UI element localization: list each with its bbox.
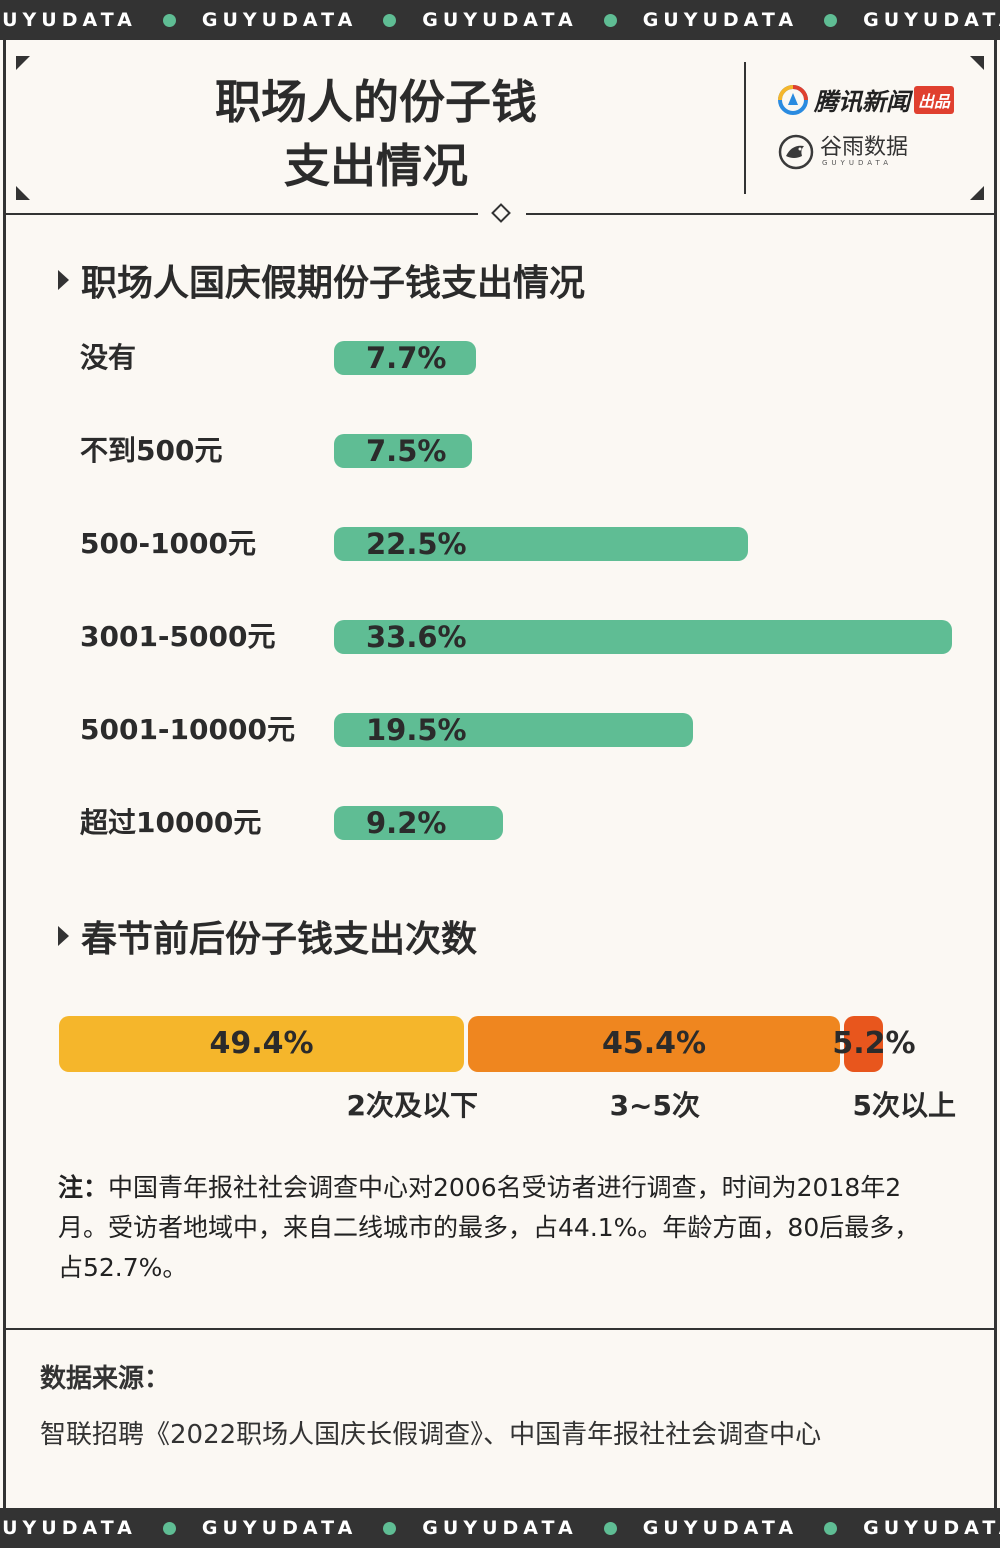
stack-value-label: 45.4% [601,1026,707,1061]
bar-value-label: 19.5% [366,713,467,747]
ribbon-word: GUYUDATA [422,1517,578,1539]
ribbon-word: GUYUDATA [642,9,799,31]
ribbon-dot [383,1521,397,1535]
bar-category-label: 不到500元 [80,434,223,467]
source-divider [6,1328,994,1330]
section-title-text: 春节前后份子钱支出次数 [81,919,478,960]
note-prefix: 注： [58,1173,109,1202]
bar-category-label: 3001-5000元 [80,620,276,653]
bottom-ribbon: GUYUDATA GUYUDATA GUYUDATA GUYUDATA GUYUDATA [0,1508,1000,1548]
stack-segment [468,1016,840,1072]
title-line-2: 支出情况 [284,139,468,193]
bar [334,434,472,468]
triangle-icon [58,926,69,946]
bar-value-label: 9.2% [366,806,447,840]
stack-segment [59,1016,464,1072]
ribbon-dot [383,13,397,27]
ribbon-word: GUYUDATA [642,1517,799,1539]
ribbon-dot [603,13,617,27]
bar-value-label: 7.7% [366,341,447,375]
ribbon-word: GUYUDATA [0,9,137,31]
ribbon-dot [824,1521,838,1535]
triangle-icon [58,270,69,290]
stack-value-label: 5.2% [832,1026,916,1061]
ribbon-word: GUYUDATA [863,1517,1000,1539]
tencent-news-icon [778,84,808,115]
frame-right [994,40,997,1508]
stack-segment [844,1016,883,1072]
bar [334,341,476,375]
bar-value-label: 7.5% [366,434,447,468]
ribbon-word: GUYUDATA [0,1517,137,1539]
bar-category-label: 超过10000元 [80,806,262,839]
source-title: 数据来源： [40,1364,171,1394]
corner-mark [16,56,30,70]
brand-sub: GUYUDATA [822,159,892,167]
ribbon-word: GUYUDATA [201,1517,358,1539]
header: 职场人的份子钱 支出情况 腾讯新闻 出品 谷雨数据 GUYUDATA [6,40,994,216]
bar [334,713,693,747]
brand-tag: 出品 [914,85,955,114]
section-title-text: 职场人国庆假期份子钱支出情况 [81,263,586,304]
section-title: 职场人国庆假期份子钱支出情况 [58,254,585,306]
source-text: 智联招聘《2022职场人国庆长假调查》、中国青年报社社会调查中心 [40,1420,822,1450]
bar [334,806,503,840]
note: 注：中国青年报社社会调查中心对2006名受访者进行调查，时间为2018年2月。受… [58,1168,938,1288]
bar [334,620,952,654]
stack-category-label: 5次以上 [852,1089,956,1122]
brand-name: 谷雨数据 [820,135,909,160]
section-title: 春节前后份子钱支出次数 [58,910,477,962]
bird-icon [778,134,814,170]
frame-left [3,40,6,1508]
page-title: 职场人的份子钱 支出情况 [156,70,596,198]
ribbon-dot [162,13,176,27]
header-divider [6,203,994,223]
bar-category-label: 500-1000元 [80,527,256,560]
brand-name: 腾讯新闻 [814,88,910,116]
ribbon-word: GUYUDATA [201,9,358,31]
ribbon-dot [162,1521,176,1535]
title-line-1: 职场人的份子钱 [215,75,537,129]
stack-value-label: 49.4% [209,1026,314,1061]
bar-value-label: 22.5% [366,527,467,561]
ribbon-dot [824,13,838,27]
bar-value-label: 33.6% [366,620,467,654]
corner-mark [970,186,984,200]
stack-category-label: 2次及以下 [346,1089,478,1122]
ribbon-word: GUYUDATA [422,9,578,31]
ribbon-word: GUYUDATA [863,9,1000,31]
corner-mark [970,56,984,70]
bar [334,527,748,561]
tencent-news-logo: 腾讯新闻 出品 [778,82,955,117]
bar-category-label: 5001-10000元 [80,713,295,746]
stack-category-label: 3~5次 [609,1089,700,1122]
guyu-data-logo: 谷雨数据 GUYUDATA [778,134,908,170]
header-separator [744,62,746,194]
ribbon-dot [603,1521,617,1535]
corner-mark [16,186,30,200]
bar-category-label: 没有 [80,341,137,374]
note-text: 中国青年报社社会调查中心对2006名受访者进行调查，时间为2018年2月。受访者… [58,1173,920,1282]
top-ribbon: GUYUDATA GUYUDATA GUYUDATA GUYUDATA GUYUDATA [0,0,1000,40]
